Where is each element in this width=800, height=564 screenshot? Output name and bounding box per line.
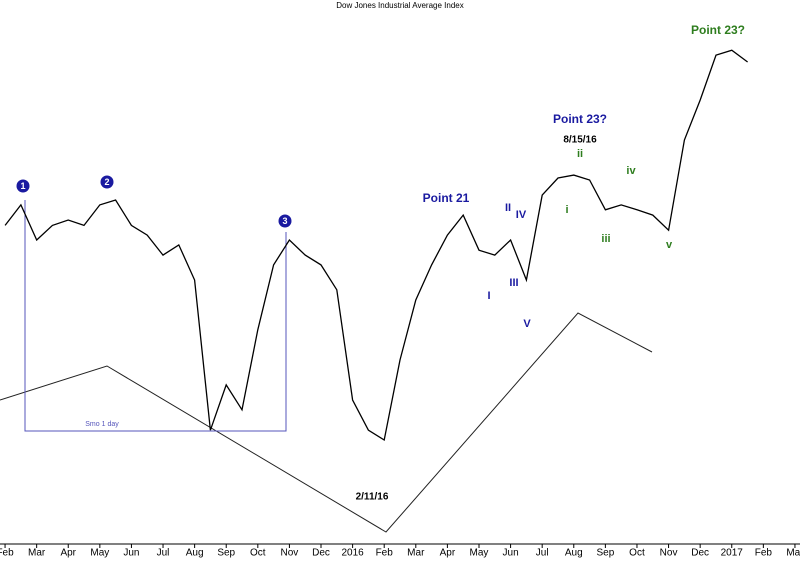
cycle-line <box>0 312 653 533</box>
annotation: Point 23? <box>691 23 745 37</box>
annotation: IV <box>516 209 527 221</box>
annotation: 8/15/16 <box>563 135 597 146</box>
x-tick-label: Nov <box>281 548 299 559</box>
x-tick-label: Oct <box>629 548 645 559</box>
x-tick-label: Mar <box>28 548 46 559</box>
x-tick-label: Mar <box>786 548 800 559</box>
annotation: ii <box>577 148 583 160</box>
x-tick-label: Jul <box>536 548 549 559</box>
x-tick-label: May <box>90 548 109 559</box>
x-tick-label: Jun <box>503 548 519 559</box>
x-tick-label: Jun <box>123 548 139 559</box>
annotation: V <box>523 318 531 330</box>
cycle-box <box>24 200 287 432</box>
x-tick-label: 2016 <box>341 548 364 559</box>
wave-marker-label: 1 <box>20 181 25 191</box>
wave-marker <box>16 179 30 193</box>
annotation: III <box>509 277 518 289</box>
chart-title: Dow Jones Industrial Average Index <box>336 1 463 10</box>
x-tick-label: Sep <box>217 548 235 559</box>
annotation: Point 21 <box>423 191 470 205</box>
x-tick-label: Feb <box>376 548 394 559</box>
x-tick-label: Dec <box>691 548 709 559</box>
x-tick-label: May <box>470 548 489 559</box>
x-tick-label: 2017 <box>721 548 744 559</box>
annotation: iii <box>601 233 610 245</box>
x-tick-label: Nov <box>660 548 678 559</box>
x-tick-label: Feb <box>755 548 773 559</box>
x-tick-label: Mar <box>407 548 425 559</box>
annotation: Smo 1 day <box>85 421 119 428</box>
x-tick-label: Feb <box>0 548 14 559</box>
annotation: II <box>505 202 511 214</box>
x-tick-label: Apr <box>440 548 456 559</box>
x-tick-label: Jul <box>157 548 170 559</box>
wave-marker <box>100 175 114 189</box>
annotation: Point 23? <box>553 112 607 126</box>
wave-marker <box>278 214 292 228</box>
x-tick-label: Aug <box>186 548 204 559</box>
wave-marker-label: 3 <box>282 216 287 226</box>
x-tick-label: Dec <box>312 548 330 559</box>
wave-marker-label: 2 <box>104 177 109 187</box>
price-line <box>4 49 748 442</box>
x-tick-label: Oct <box>250 548 266 559</box>
annotation: v <box>666 239 673 251</box>
annotation: iv <box>626 165 636 177</box>
x-tick-label: Aug <box>565 548 583 559</box>
annotation: i <box>565 204 568 216</box>
annotation: I <box>487 290 490 302</box>
annotation: 2/11/16 <box>356 492 389 503</box>
x-tick-label: Sep <box>596 548 614 559</box>
x-tick-label: Apr <box>60 548 76 559</box>
